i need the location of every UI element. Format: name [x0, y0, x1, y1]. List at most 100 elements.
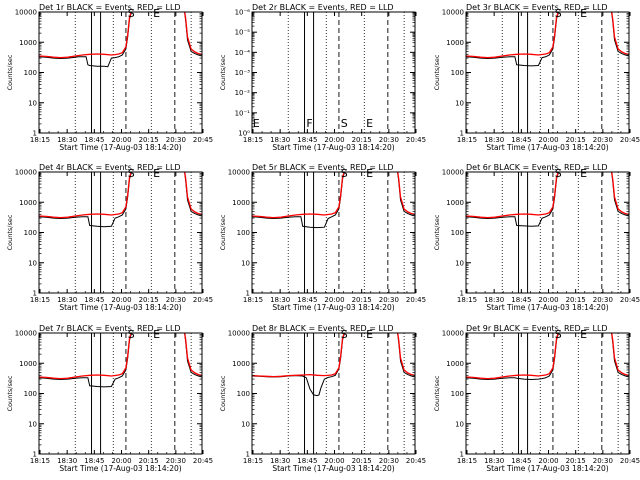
series-lld-line: [466, 12, 629, 59]
ytick-label: 100: [24, 69, 37, 77]
det-4r-panel: 1 10 100 1000 10000 18:15 18:30 18:45 20:00 20:15…: [6, 163, 213, 312]
ytick-label: 1000: [232, 199, 250, 207]
ytick-label: 100: [451, 69, 464, 77]
plot-frame: [465, 332, 630, 455]
chart-title: Det 3r BLACK = Events, RED = LLD: [466, 3, 608, 12]
ytick-label: 10⁻⁴: [235, 49, 251, 57]
ytick-label: 10: [455, 99, 464, 107]
det-7r-panel: 1 10 100 1000 10000 18:15 18:30 18:45 20:00 20:15…: [6, 324, 213, 473]
series-lld-line: [466, 172, 629, 219]
xtick-label: 20:00: [111, 296, 131, 304]
ytick-label: 1000: [446, 39, 464, 47]
xtick-label: 20:15: [352, 136, 372, 144]
ytick-label: 10⁰: [238, 130, 250, 138]
xtick-label: 18:45: [297, 457, 317, 465]
x-axis-label: Start Time (17-Aug-03 18:14:20): [486, 303, 608, 312]
xtick-label: 20:45: [193, 457, 213, 465]
ytick-label: 10000: [228, 330, 250, 338]
xtick-label: 18:45: [84, 457, 104, 465]
series-lld-line: [252, 172, 415, 219]
xtick-label: 20:00: [538, 136, 558, 144]
xtick-label: 20:00: [111, 136, 131, 144]
ytick-label: 10⁻¹: [235, 109, 251, 117]
xtick-label: 18:30: [270, 457, 290, 465]
x-axis-label: Start Time (17-Aug-03 18:14:20): [59, 303, 181, 312]
xtick-label: 20:00: [324, 296, 344, 304]
ytick-label: 10000: [228, 169, 250, 177]
xtick-label: 18:45: [297, 136, 317, 144]
xtick-label: 20:30: [166, 136, 186, 144]
xtick-label: 20:15: [352, 457, 372, 465]
ytick-label: 10: [241, 259, 250, 267]
ytick-label: 10: [241, 420, 250, 428]
series-group: [252, 172, 415, 229]
xtick-label: 20:45: [406, 296, 426, 304]
chart-title: Det 9r BLACK = Events, RED = LLD: [466, 324, 608, 333]
plot-frame: [251, 171, 416, 294]
xtick-label: 18:30: [484, 296, 504, 304]
xtick-label: 20:45: [406, 136, 426, 144]
marker-label: E: [580, 167, 587, 180]
xtick-label: 18:45: [84, 296, 104, 304]
xtick-label: 20:15: [139, 136, 159, 144]
marker-label: E: [366, 167, 373, 180]
det-9r-panel: 1 10 100 1000 10000 18:15 18:30 18:45 20:00 20:15…: [433, 324, 640, 473]
xtick-label: 18:30: [270, 136, 290, 144]
x-axis-label: Start Time (17-Aug-03 18:14:20): [486, 464, 608, 473]
series-group: [466, 12, 629, 67]
ytick-label: 10: [28, 420, 37, 428]
series-lld-line: [252, 333, 415, 378]
marker-label: S: [128, 7, 135, 20]
marker-label: S: [555, 7, 562, 20]
det-2r-panel: 10⁰ 10⁻¹ 10⁻² 10⁻³ 10⁻⁴ 10⁻⁵ 10⁻⁶ 18:15 18:30 18:…: [219, 3, 426, 152]
chart-title: Det 1r BLACK = Events, RED = LLD: [39, 3, 181, 12]
ytick-label: 10000: [442, 169, 464, 177]
ytick-label: 100: [237, 229, 250, 237]
xtick-label: 18:15: [457, 457, 477, 465]
det-8r-panel: 1 10 100 1000 10000 18:15 18:30 18:45 20:00 20:15…: [219, 324, 426, 473]
xtick-label: 20:00: [111, 457, 131, 465]
det-6r-panel: 1 10 100 1000 10000 18:15 18:30 18:45 20:00 20:15…: [433, 163, 640, 312]
ytick-label: 1000: [19, 39, 37, 47]
ytick-label: 1: [33, 451, 37, 459]
ytick-label: 1: [33, 130, 37, 138]
xtick-label: 18:15: [243, 296, 263, 304]
y-axis-label: Counts/sec: [433, 54, 441, 90]
det-1r-panel: 1 10 100 1000 10000 18:15 18:30 18:45 20:00 20:15…: [6, 3, 213, 152]
ytick-label: 1: [460, 290, 464, 298]
series-group: [39, 172, 202, 228]
marker-label: E: [366, 117, 373, 130]
marker-label: E: [580, 328, 587, 341]
xtick-label: 20:30: [593, 296, 613, 304]
marker-label: E: [153, 7, 160, 20]
y-axis-label: Counts/sec: [433, 214, 441, 250]
ytick-label: 10: [28, 99, 37, 107]
xtick-label: 20:45: [620, 136, 640, 144]
marker-label: S: [555, 167, 562, 180]
plot-frame: [251, 11, 416, 134]
y-axis-label: Counts/sec: [219, 54, 227, 90]
det-3r-panel: 1 10 100 1000 10000 18:15 18:30 18:45 20:00 20:15…: [433, 3, 640, 152]
ytick-label: 100: [237, 390, 250, 398]
xtick-label: 20:45: [620, 296, 640, 304]
xtick-label: 20:15: [566, 296, 586, 304]
marker-label: S: [128, 167, 135, 180]
ytick-label: 1000: [446, 199, 464, 207]
xtick-label: 20:30: [166, 296, 186, 304]
marker-label: S: [341, 328, 348, 341]
xtick-label: 20:15: [139, 457, 159, 465]
xtick-label: 18:30: [57, 136, 77, 144]
chart-title: Det 5r BLACK = Events, RED = LLD: [252, 163, 394, 172]
ytick-label: 1: [460, 451, 464, 459]
y-axis-label: Counts/sec: [6, 54, 14, 90]
ytick-label: 10⁻³: [235, 69, 251, 77]
ytick-label: 10⁻⁵: [235, 29, 251, 37]
ytick-label: 1000: [19, 199, 37, 207]
series-group: [39, 333, 202, 388]
marker-label: E: [253, 117, 260, 130]
ytick-label: 10000: [15, 9, 37, 17]
xtick-label: 18:15: [243, 136, 263, 144]
y-axis-label: Counts/sec: [6, 214, 14, 250]
series-events-line: [466, 333, 629, 381]
